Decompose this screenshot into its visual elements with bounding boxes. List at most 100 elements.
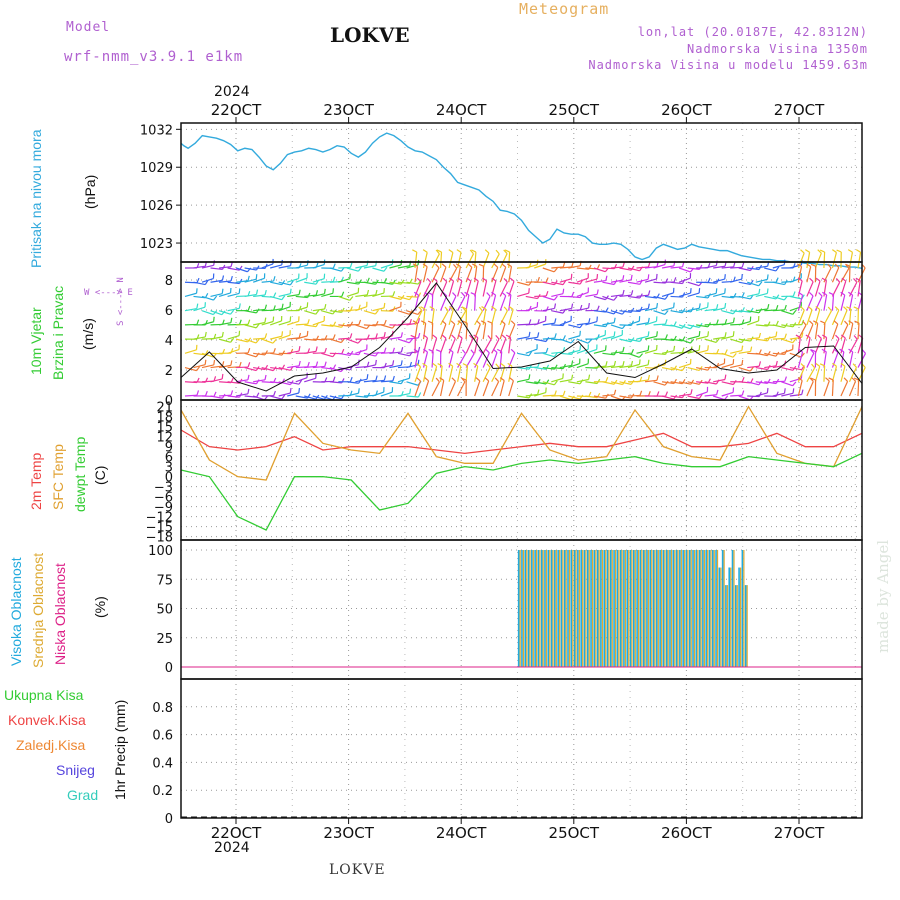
- wind-barb-flag: [792, 338, 797, 344]
- wind-barb: [201, 277, 214, 283]
- wind-barb: [210, 378, 223, 383]
- wind-barb-flag: [349, 321, 354, 327]
- wind-barb: [465, 365, 469, 382]
- wind-barb: [414, 266, 419, 283]
- wind-barb: [568, 265, 581, 269]
- wind-barb-flag: [366, 289, 370, 296]
- wind-barb-flag: [732, 317, 735, 323]
- wind-barb: [219, 266, 232, 269]
- wind-barb-flag: [571, 262, 574, 268]
- wind-barb-flag: [204, 359, 207, 365]
- wind-barb: [193, 336, 206, 340]
- wind-barb-flag: [375, 375, 378, 381]
- wind-barb: [304, 281, 317, 285]
- wind-barb: [278, 392, 291, 397]
- wind-barb-flag: [435, 349, 441, 353]
- wind-barb: [857, 379, 860, 397]
- wind-barb-flag: [622, 361, 625, 367]
- wind-barb: [568, 395, 581, 400]
- wind-barb-flag: [821, 277, 827, 282]
- page-title: LOKVE: [330, 23, 410, 47]
- wind-barb-flag: [647, 331, 650, 337]
- wind-barb: [721, 391, 734, 397]
- wind-barb: [857, 252, 862, 269]
- wind-barb-flag: [758, 288, 761, 294]
- wind-barb-flag: [423, 334, 428, 339]
- wind-barb: [244, 310, 257, 314]
- wind-barb: [287, 320, 299, 326]
- wind-barb: [397, 281, 410, 284]
- wind-barb: [304, 395, 317, 400]
- wind-barb-flag: [366, 392, 371, 398]
- wind-barb-flag: [432, 334, 437, 339]
- wind-barb-flag: [221, 331, 224, 337]
- wind-barb-flag: [416, 377, 421, 382]
- wind-barb: [636, 307, 649, 312]
- wind-barb-flag: [817, 249, 822, 254]
- wind-barb: [261, 366, 274, 372]
- wind-barb-flag: [622, 346, 625, 352]
- wind-barb: [619, 338, 632, 343]
- wind-barb: [236, 323, 249, 326]
- wind-barb: [551, 281, 564, 286]
- wind-tick-label: 2: [165, 364, 173, 379]
- wind-barb-flag: [758, 281, 763, 287]
- wind-barb: [840, 366, 846, 382]
- wind-barb: [602, 365, 615, 369]
- wind-barb-flag: [230, 309, 235, 315]
- wind-barb: [551, 351, 564, 354]
- wind-barb-flag: [349, 376, 353, 383]
- wind-barb-flag: [437, 363, 443, 367]
- wind-barb: [363, 265, 376, 269]
- wind-barb-flag: [375, 333, 378, 339]
- wind-barb-flag: [797, 277, 803, 282]
- tick-labels: 103210291026102386420211815129630−3−6−9−…: [140, 101, 825, 842]
- wind-barb-flag: [724, 349, 728, 355]
- wind-barb: [678, 292, 691, 298]
- wind-barb: [551, 293, 564, 298]
- wind-barb-flag: [639, 306, 643, 312]
- wind-barb-flag: [323, 288, 326, 294]
- wind-barb: [806, 309, 813, 326]
- wind-barb: [797, 280, 803, 297]
- wind-barb-flag: [449, 305, 454, 310]
- wind-barb: [661, 338, 675, 342]
- wind-barb: [321, 292, 334, 298]
- model-name: wrf-nmm_v3.9.1 e1km: [64, 49, 244, 65]
- wind-barb: [278, 306, 291, 312]
- wind-barb: [730, 349, 743, 354]
- wind-barb: [619, 365, 632, 369]
- pressure-tick-label: 1029: [140, 161, 173, 176]
- wind-barb: [772, 352, 785, 355]
- wind-barb: [559, 278, 572, 283]
- wind-barb: [253, 337, 266, 340]
- wind-barb-flag: [501, 334, 507, 339]
- wind-barb: [346, 281, 359, 285]
- wind-barb-flag: [494, 377, 500, 382]
- wind-barb: [627, 295, 640, 299]
- wind-barb-flag: [442, 277, 448, 283]
- wind-barb: [380, 263, 393, 269]
- wind-barb: [619, 381, 632, 385]
- wind-barb: [491, 338, 500, 354]
- wind-barb: [797, 366, 806, 383]
- wind-barb-flag: [423, 348, 428, 353]
- temp-tick-label: −18: [146, 531, 173, 546]
- wind-barb: [781, 310, 793, 315]
- wind-barb: [448, 338, 456, 354]
- wind-barb-flag: [332, 276, 336, 282]
- wind-barb-flag: [196, 319, 200, 325]
- wind-barb-flag: [273, 348, 276, 354]
- wind-barb: [201, 310, 214, 316]
- wind-barb: [482, 323, 487, 340]
- wind-barb: [653, 281, 666, 284]
- wind-barb-flag: [466, 277, 472, 282]
- wind-barb: [534, 263, 546, 269]
- wind-barb: [585, 293, 598, 298]
- wind-barb: [406, 351, 419, 354]
- wind-barb-flag: [716, 389, 719, 395]
- wind-barb-flag: [281, 303, 284, 309]
- wind-barb-flag: [435, 377, 440, 383]
- wind-barb-flag: [647, 317, 650, 323]
- wind-barb: [542, 366, 555, 370]
